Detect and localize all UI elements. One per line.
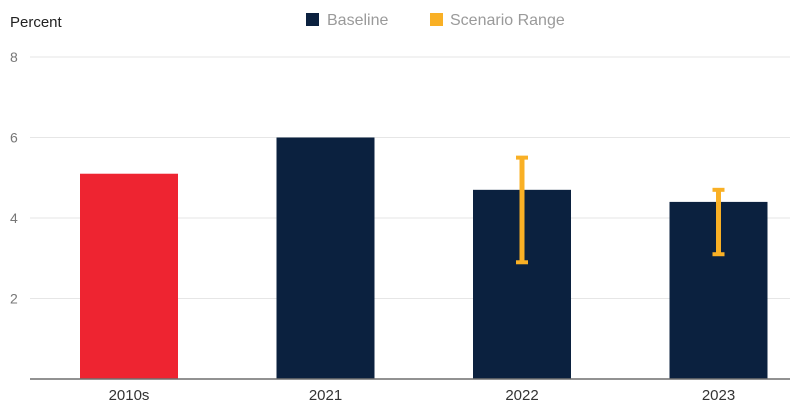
y-tick-label: 8 [10,49,18,65]
error-bars [516,155,725,265]
x-tick-label: 2021 [309,387,342,403]
legend-swatch-baseline [306,13,319,26]
x-tick-labels: 2010s 2021 2022 2023 [109,387,736,404]
bar [80,173,178,379]
y-tick-label: 6 [10,130,18,146]
legend-swatch-scenario-range [430,13,443,26]
legend-label-scenario-range: Scenario Range [450,12,565,29]
y-tick-label: 2 [10,291,18,307]
bar [276,137,375,379]
x-tick-label: 2023 [702,387,735,403]
y-axis-label: Percent [10,14,63,31]
legend: Baseline Scenario Range [306,12,565,29]
x-tick-label: 2010s [109,387,150,403]
y-tick-labels: 2 4 6 8 [10,49,18,307]
y-tick-label: 4 [10,210,18,226]
x-tick-label: 2022 [505,387,538,403]
legend-label-baseline: Baseline [327,12,388,29]
bars [80,137,768,379]
